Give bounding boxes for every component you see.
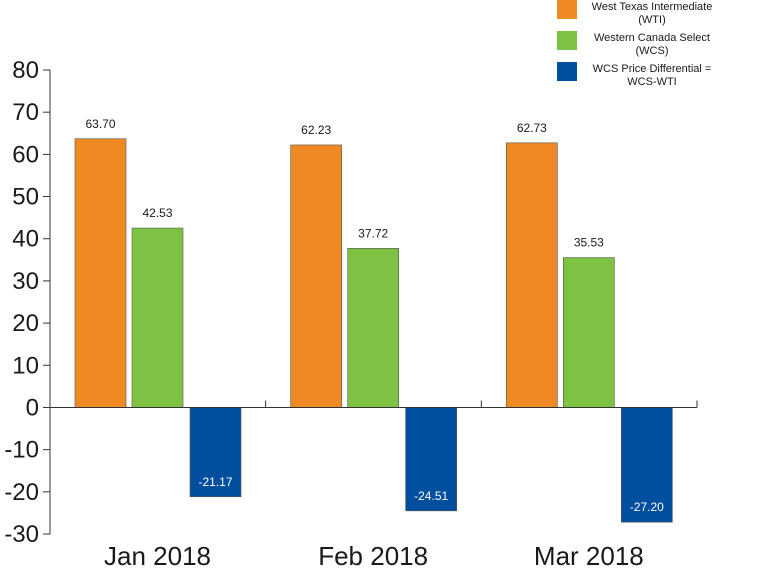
legend-label: WCS-WTI <box>627 76 676 88</box>
category-label: Jan 2018 <box>104 541 211 571</box>
y-tick-label: -20 <box>4 479 39 506</box>
legend: West Texas Intermediate(WTI) Western Cana… <box>557 0 712 88</box>
legend-label: (WTI) <box>638 14 665 26</box>
y-tick-label: 30 <box>12 268 39 295</box>
y-tick-label: 20 <box>12 310 39 337</box>
bar <box>347 248 399 408</box>
bar <box>506 142 558 408</box>
y-tick-label: 70 <box>12 99 39 126</box>
data-label: 62.73 <box>517 121 547 135</box>
legend-swatch <box>557 62 577 81</box>
y-axis: 80 70 60 50 40 30 20 10 0 -10 -20 -30 <box>4 57 51 548</box>
legend-label: WCS Price Differential = <box>593 63 712 75</box>
y-tick-label: 60 <box>12 141 39 168</box>
y-tick-label: 50 <box>12 184 39 211</box>
bar <box>189 407 242 498</box>
x-axis: Jan 2018 Feb 2018 Mar 2018 <box>50 400 698 571</box>
data-label: 35.53 <box>574 236 604 250</box>
data-label: 42.53 <box>142 206 172 220</box>
data-label: -27.20 <box>630 500 664 514</box>
bar <box>405 407 457 512</box>
y-tick-label: 40 <box>12 226 39 253</box>
y-tick-label: 80 <box>12 57 39 84</box>
legend-swatch <box>557 0 577 19</box>
legend-label: Western Canada Select <box>594 32 710 44</box>
y-tick-label: -30 <box>4 521 39 548</box>
data-label: 37.72 <box>358 226 388 240</box>
data-label: -21.17 <box>198 475 232 489</box>
legend-label: (WCS) <box>636 45 669 57</box>
y-tick-label: 10 <box>12 352 39 379</box>
bar <box>74 138 127 408</box>
data-label: -24.51 <box>414 489 448 503</box>
bars: 63.70 62.23 62.73 42.53 37.72 35.53 -21.17 -24.… <box>74 117 673 523</box>
bar <box>563 257 615 408</box>
legend-label: West Texas Intermediate <box>592 1 713 13</box>
legend-swatch <box>557 31 577 50</box>
category-label: Feb 2018 <box>318 541 428 571</box>
bar <box>621 407 673 523</box>
bar <box>290 144 342 408</box>
y-tick-label: 0 <box>26 394 39 421</box>
y-tick-label: -10 <box>4 437 39 464</box>
category-label: Mar 2018 <box>534 541 644 571</box>
bar <box>131 227 184 408</box>
data-label: 62.23 <box>301 123 331 137</box>
data-label: 63.70 <box>85 117 115 131</box>
